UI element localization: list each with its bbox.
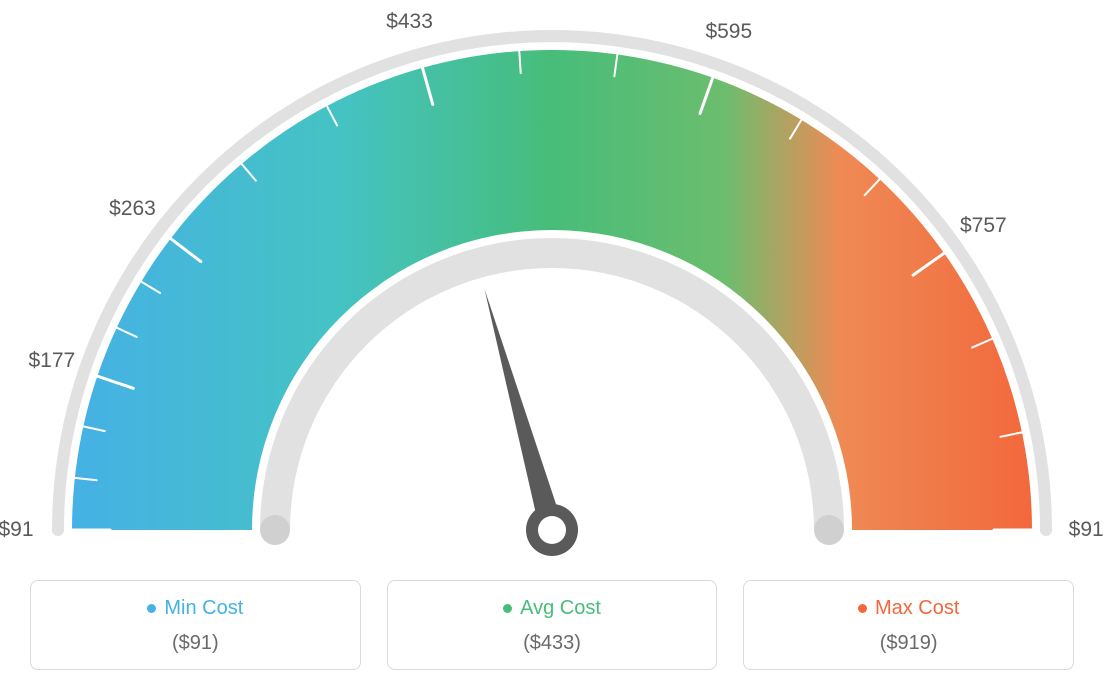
gauge-tick-label: $91 <box>0 518 34 542</box>
gauge-chart: $91 $177 $263 $433 $595 $757 $919 <box>0 0 1104 560</box>
gauge-tick-label: $757 <box>960 214 1007 238</box>
gauge-tick-label: $433 <box>386 10 433 34</box>
legend-value: ($919) <box>754 632 1063 655</box>
legend-title: Avg Cost <box>503 597 601 620</box>
legend-title: Max Cost <box>858 597 959 620</box>
gauge-tick-label: $263 <box>109 197 156 221</box>
legend-dot <box>858 604 867 613</box>
legend-card: Avg Cost ($433) <box>387 580 718 670</box>
legend-value: ($433) <box>398 632 707 655</box>
legend-row: Min Cost ($91) Avg Cost ($433) Max Cost ($919… <box>30 580 1074 670</box>
legend-title-text: Avg Cost <box>520 597 601 620</box>
gauge-svg <box>0 0 1104 560</box>
legend-value: ($91) <box>41 632 350 655</box>
legend-title-text: Max Cost <box>875 597 959 620</box>
gauge-tick-label: $919 <box>1069 518 1104 542</box>
legend-dot <box>503 604 512 613</box>
legend-dot <box>147 604 156 613</box>
legend-title: Min Cost <box>147 597 243 620</box>
legend-title-text: Min Cost <box>164 597 243 620</box>
legend-card: Min Cost ($91) <box>30 580 361 670</box>
gauge-tick-label: $177 <box>29 349 76 373</box>
gauge-tick-label: $595 <box>705 20 752 44</box>
legend-card: Max Cost ($919) <box>743 580 1074 670</box>
